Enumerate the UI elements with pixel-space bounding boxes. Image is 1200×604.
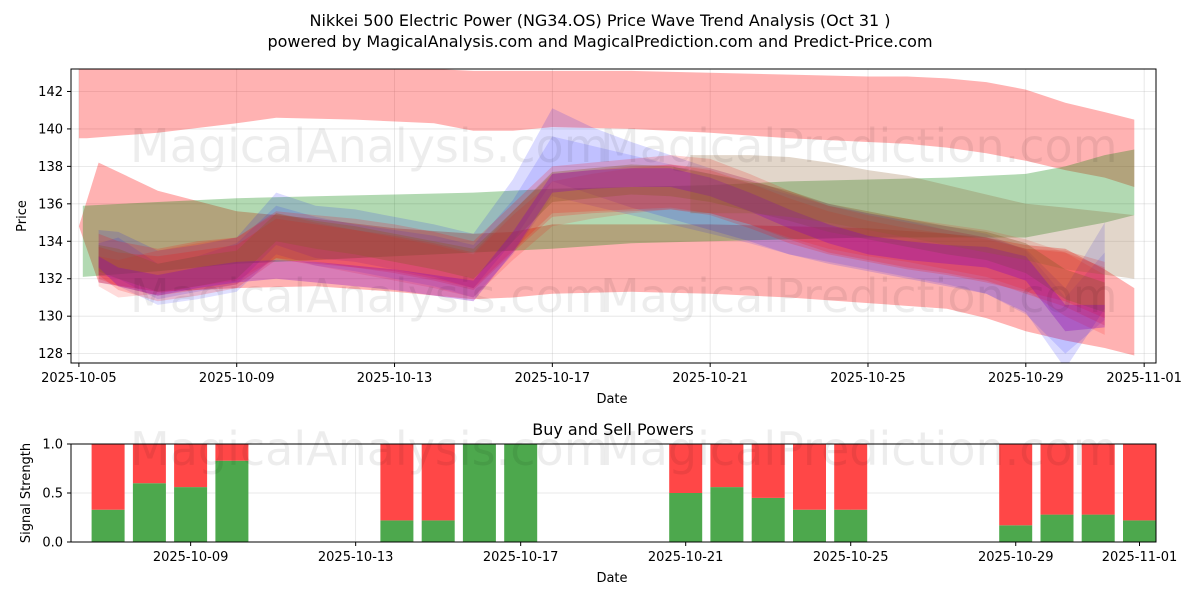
chart-title-line1: Nikkei 500 Electric Power (NG34.OS) Pric… [309,11,890,30]
price-y-tick-label: 128 [38,347,63,362]
sell-bar [215,444,249,461]
signal-x-tick-label: 2025-10-09 [153,550,229,565]
signal-x-tick-label: 2025-10-29 [978,550,1054,565]
price-series-group [78,69,1135,363]
price-x-axis-label: Date [596,392,627,407]
price-wave-brown-1 [98,164,1105,313]
price-x-tick-label: 2025-11-01 [1106,371,1182,386]
watermark-left-signal: MagicalAnalysis.com [130,422,609,476]
signal-y-tick-label: 1.0 [42,438,63,453]
price-chart: MagicalAnalysis.com MagicalPrediction.co… [15,68,1182,407]
price-x-tick-label: 2025-10-21 [672,371,748,386]
buy-bar [215,460,249,542]
price-y-tick-label: 138 [38,160,63,175]
signal-y-tick-label: 0.5 [42,487,63,502]
buy-bar [380,520,414,542]
price-y-tick-label: 130 [38,310,63,325]
sell-bar [380,444,414,521]
price-wave-red-3 [98,164,1105,335]
price-wave-purple [98,168,1105,332]
buy-bar [669,493,703,542]
buy-bar [710,487,744,542]
price-y-tick-label: 134 [38,235,63,250]
price-band-green [82,149,1135,277]
price-x-tick-label: 2025-10-17 [515,371,591,386]
signal-x-tick-label: 2025-10-13 [318,550,394,565]
price-band-top-red [78,69,1135,187]
buy-bar [91,509,125,542]
price-plot-frame [70,68,1157,364]
buy-bar [751,497,785,542]
price-plot-area [71,69,1156,363]
signal-plot-area [71,444,1156,542]
price-wave-blue-1 [98,108,1105,363]
buy-bar [1081,514,1115,542]
price-y-tick-label: 136 [38,197,63,212]
sell-bar [751,444,785,498]
price-x-tick-label: 2025-10-25 [830,371,906,386]
price-band-brown-diagonal [690,155,1135,279]
price-axes: 2025-10-05 2025-10-09 2025-10-13 2025-10-17… [38,85,1182,386]
signal-chart: Buy and Sell Powers MagicalAnalysis.com … [19,420,1177,586]
sell-bar [834,444,868,510]
signal-x-axis-label: Date [596,571,627,586]
watermark-right-signal: MagicalPrediction.com [600,422,1118,476]
buy-bar [1123,520,1156,542]
sell-bar [91,444,125,510]
price-x-tick-label: 2025-10-09 [199,371,275,386]
sell-bar [1081,444,1115,515]
buy-bar [793,509,826,542]
price-y-axis-label: Price [15,200,30,232]
sell-bar [710,444,744,488]
buy-bar [421,520,455,542]
buy-bar [1040,514,1074,542]
watermark-left-top: MagicalAnalysis.com [130,119,609,173]
buy-bar [132,483,166,542]
signal-y-axis-label: Signal Strength [19,443,34,543]
price-x-tick-label: 2025-10-29 [988,371,1064,386]
signal-x-tick-label: 2025-10-21 [648,550,724,565]
price-wave-red-2 [98,164,1105,319]
sell-bar [174,444,208,488]
watermark-right-bottom: MagicalPrediction.com [600,269,1118,323]
sell-bar [999,444,1033,526]
sell-bar [793,444,826,510]
signal-axes: 2025-10-09 2025-10-13 2025-10-17 2025-10-21… [42,438,1177,566]
buy-bar [462,444,496,542]
price-y-tick-label: 132 [38,272,63,287]
signal-x-tick-label: 2025-11-01 [1102,550,1178,565]
price-x-tick-label: 2025-10-13 [357,371,433,386]
buy-bar [504,444,538,542]
watermark-right-top: MagicalPrediction.com [600,119,1118,173]
price-wave-blue-2 [98,136,1105,354]
signal-bars-group [91,444,1156,542]
price-wave-red-1 [98,155,1105,326]
buy-bar [174,487,208,542]
sell-bar [1123,444,1156,521]
sell-bar [1040,444,1074,515]
watermark-left-bottom: MagicalAnalysis.com [130,269,609,323]
signal-y-tick-label: 0.0 [42,536,63,551]
price-x-tick-label: 2025-10-05 [41,371,117,386]
price-band-mid-red [78,162,1135,356]
price-grid [71,69,1156,363]
buy-bar [834,509,868,542]
signal-chart-title: Buy and Sell Powers [532,420,694,439]
chart-title-line2: powered by MagicalAnalysis.com and Magic… [267,32,932,51]
price-y-tick-label: 140 [38,122,63,137]
price-y-tick-label: 142 [38,85,63,100]
buy-bar [999,525,1033,542]
signal-x-tick-label: 2025-10-25 [813,550,889,565]
sell-bar [669,444,703,493]
sell-bar [132,444,166,484]
signal-x-tick-label: 2025-10-17 [483,550,559,565]
sell-bar [421,444,455,521]
